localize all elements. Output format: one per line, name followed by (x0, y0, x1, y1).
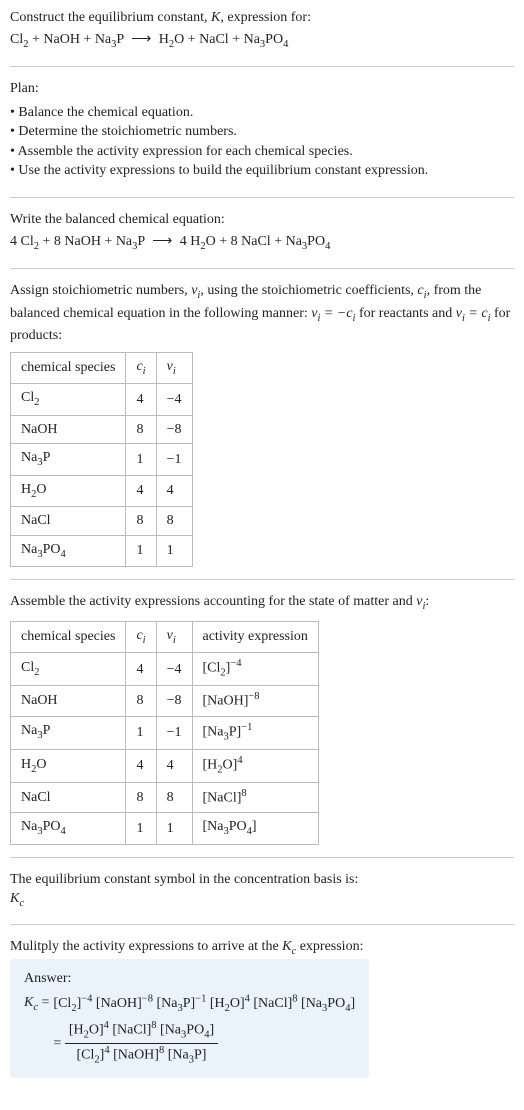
col-species: chemical species (11, 352, 126, 383)
eq-lhs: Cl2 + NaOH + Na3P (10, 32, 124, 47)
symbol-line: The equilibrium constant symbol in the c… (10, 870, 514, 890)
table-row: NaOH8−8[NaOH]−8 (11, 686, 319, 716)
table-row: Na3PO411 (11, 535, 193, 566)
plan-list: Balance the chemical equation. Determine… (10, 103, 514, 181)
table-row: NaCl88[NaCl]8 (11, 782, 319, 812)
plan-section: Plan: Balance the chemical equation. Det… (10, 79, 514, 198)
intro-section: Construct the equilibrium constant, K, e… (10, 8, 514, 67)
col-ci: ci (126, 352, 156, 383)
answer-fraction: [H2O]4 [NaCl]8 [Na3PO4] [Cl2]4 [NaOH]8 [… (65, 1019, 218, 1068)
symbol-section: The equilibrium constant symbol in the c… (10, 870, 514, 925)
fraction-denominator: [Cl2]4 [NaOH]8 [Na3P] (65, 1044, 218, 1068)
plan-item: Determine the stoichiometric numbers. (10, 122, 514, 142)
table-header-row: chemical species ci νi (11, 352, 193, 383)
table-row: NaCl88 (11, 507, 193, 536)
intro-line: Construct the equilibrium constant, K, e… (10, 8, 514, 28)
intro-text-a: Construct the equilibrium constant, (10, 10, 211, 25)
multiply-section: Mulitply the activity expressions to arr… (10, 937, 514, 1091)
activity-intro: Assemble the activity expressions accoun… (10, 592, 514, 614)
stoich-table: chemical species ci νi Cl24−4 NaOH8−8 Na… (10, 352, 193, 568)
activity-table: chemical species ci νi activity expressi… (10, 621, 319, 845)
stoich-section: Assign stoichiometric numbers, νi, using… (10, 281, 514, 580)
answer-expression: Kc = [Cl2]−4 [NaOH]−8 [Na3P]−1 [H2O]4 [N… (24, 993, 355, 1068)
table-header-row: chemical species ci νi activity expressi… (11, 621, 319, 652)
plan-item: Assemble the activity expression for eac… (10, 142, 514, 162)
balanced-intro: Write the balanced chemical equation: (10, 210, 514, 230)
table-row: Na3P1−1[Na3P]−1 (11, 716, 319, 749)
answer-label: Answer: (24, 969, 355, 989)
answer-flat: [Cl2]−4 [NaOH]−8 [Na3P]−1 [H2O]4 [NaCl]8… (53, 996, 355, 1011)
answer-box: Answer: Kc = [Cl2]−4 [NaOH]−8 [Na3P]−1 [… (10, 959, 369, 1078)
table-row: Na3PO411[Na3PO4] (11, 813, 319, 844)
table-row: H2O44 (11, 475, 193, 506)
table-row: Na3P1−1 (11, 444, 193, 475)
plan-title: Plan: (10, 79, 514, 99)
plan-item: Balance the chemical equation. (10, 103, 514, 123)
table-row: H2O44[H2O]4 (11, 749, 319, 782)
table-row: Cl24−4 (11, 384, 193, 415)
multiply-line: Mulitply the activity expressions to arr… (10, 937, 514, 959)
intro-text-b: , expression for: (220, 10, 311, 25)
plan-item: Use the activity expressions to build th… (10, 161, 514, 181)
balanced-section: Write the balanced chemical equation: 4 … (10, 210, 514, 269)
table-row: Cl24−4[Cl2]−4 (11, 653, 319, 686)
main-equation: Cl2 + NaOH + Na3P ⟶ H2O + NaCl + Na3PO4 (10, 30, 514, 52)
balanced-equation: 4 Cl2 + 8 NaOH + Na3P ⟶ 4 H2O + 8 NaCl +… (10, 232, 514, 254)
table-row: NaOH8−8 (11, 415, 193, 444)
eq-rhs: H2O + NaCl + Na3PO4 (159, 32, 289, 47)
eq-arrow: ⟶ (127, 32, 155, 47)
stoich-intro: Assign stoichiometric numbers, νi, using… (10, 281, 514, 346)
activity-section: Assemble the activity expressions accoun… (10, 592, 514, 857)
kc-symbol: Kc (10, 889, 514, 911)
intro-K: K (211, 10, 220, 25)
col-vi: νi (156, 352, 192, 383)
fraction-numerator: [H2O]4 [NaCl]8 [Na3PO4] (65, 1019, 218, 1044)
